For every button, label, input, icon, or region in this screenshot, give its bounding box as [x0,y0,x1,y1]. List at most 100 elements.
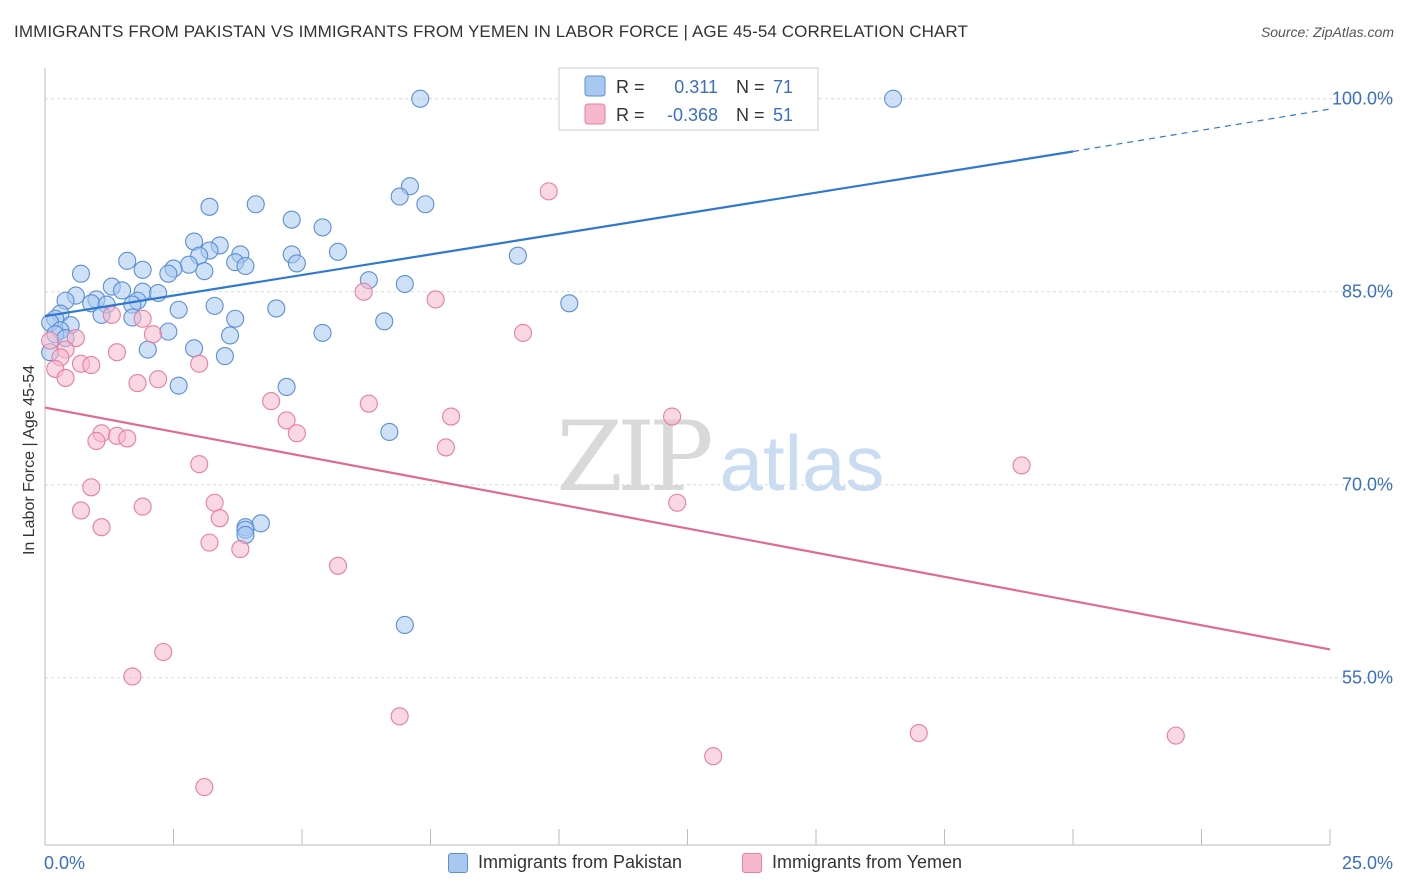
data-point-pakistan [508,246,527,265]
data-point-yemen [118,429,137,448]
data-point-pakistan [133,260,152,279]
data-point-pakistan [884,89,903,108]
data-point-yemen [190,354,209,373]
legend-n-label: N = [736,105,765,125]
series-swatch-pakistan [448,852,468,873]
data-point-pakistan [375,312,394,331]
data-point-pakistan [71,264,91,283]
data-point-yemen [287,424,306,443]
data-point-pakistan [395,274,414,294]
data-point-pakistan [169,376,188,395]
data-point-yemen [41,331,60,350]
data-point-pakistan [246,195,265,214]
data-point-yemen [205,493,224,512]
data-point-pakistan [416,195,435,214]
data-point-yemen [123,667,142,686]
trend-lines [44,108,1331,651]
data-point-pakistan [251,514,270,533]
chart-title: IMMIGRANTS FROM PAKISTAN VS IMMIGRANTS F… [14,22,968,41]
data-point-pakistan [287,254,306,273]
legend-swatch-yemen [584,103,606,125]
data-point-yemen [82,356,101,375]
data-point-pakistan [282,210,301,229]
axes [44,68,1331,846]
data-point-yemen [56,368,75,387]
data-point-yemen [442,407,461,426]
series-legend-label-pakistan: Immigrants from Pakistan [478,852,683,872]
data-point-yemen [277,411,296,430]
data-point-yemen [328,556,348,575]
data-point-pakistan [118,251,137,270]
data-point-pakistan [411,89,430,108]
trend-line-yemen [44,406,1331,651]
data-point-yemen [704,747,723,766]
legend-r-value-yemen: -0.368 [667,105,718,125]
y-tick-label: 100.0% [1332,89,1393,109]
data-point-pakistan [220,326,240,345]
series-legend-item-yemen: Immigrants from Yemen [742,852,962,873]
data-point-yemen [1166,726,1185,745]
data-points [41,89,1185,797]
legend-n-value-yemen: 51 [773,105,793,125]
legend-n-label: N = [736,77,765,97]
data-point-pakistan [169,300,188,319]
data-point-yemen [1012,456,1031,475]
data-point-yemen [354,282,373,301]
data-point-yemen [539,182,558,201]
data-point-pakistan [179,255,198,274]
x-tick-label-min: 0.0% [44,853,85,873]
data-point-yemen [87,431,106,451]
y-tick-label: 55.0% [1342,668,1393,688]
data-point-yemen [436,438,455,457]
legend-r-label: R = [616,105,645,125]
data-point-yemen [195,778,214,797]
y-tick-label: 85.0% [1342,282,1393,302]
data-point-yemen [668,493,687,512]
data-point-yemen [82,478,101,497]
series-legend-label-yemen: Immigrants from Yemen [772,852,963,872]
x-tick-label-max: 25.0% [1342,853,1393,873]
data-point-yemen [359,394,378,413]
data-point-yemen [133,497,152,516]
trend-line-pakistan [44,150,1074,318]
data-point-yemen [663,407,682,426]
data-point-yemen [149,370,168,389]
data-point-pakistan [380,422,399,442]
legend-swatch-pakistan [584,75,606,97]
watermark: ZIP atlas [556,401,884,513]
data-point-yemen [262,392,281,411]
data-point-pakistan [159,264,178,283]
data-point-pakistan [313,323,332,342]
data-point-pakistan [205,296,224,315]
data-point-yemen [133,309,152,328]
legend-r-value-pakistan: 0.311 [674,77,718,97]
data-point-pakistan [395,615,414,635]
y-tick-labels: 55.0% 70.0% 85.0% 100.0% [1332,89,1393,688]
legend-n-value-pakistan: 71 [773,77,793,97]
data-point-pakistan [159,322,178,341]
data-point-yemen [102,305,121,324]
data-point-yemen [210,509,229,528]
data-point-pakistan [215,347,234,366]
data-point-pakistan [313,218,332,237]
data-point-yemen [128,374,147,393]
data-point-yemen [71,501,91,520]
series-legend: Immigrants from Pakistan Immigrants from… [0,852,1406,876]
trend-line-extension-pakistan [1072,108,1331,153]
data-point-yemen [107,343,127,362]
data-point-yemen [200,533,219,552]
data-point-yemen [143,325,162,344]
watermark-atlas: atlas [720,419,885,507]
data-point-pakistan [328,242,348,261]
data-point-yemen [390,707,409,726]
grid-lines [45,98,1392,679]
data-point-pakistan [200,197,219,216]
data-point-yemen [426,290,445,309]
data-point-yemen [190,455,209,474]
series-swatch-yemen [742,852,762,873]
data-point-pakistan [185,339,204,358]
data-point-pakistan [560,294,579,313]
data-point-yemen [231,540,250,559]
watermark-zip: ZIP [556,401,711,513]
